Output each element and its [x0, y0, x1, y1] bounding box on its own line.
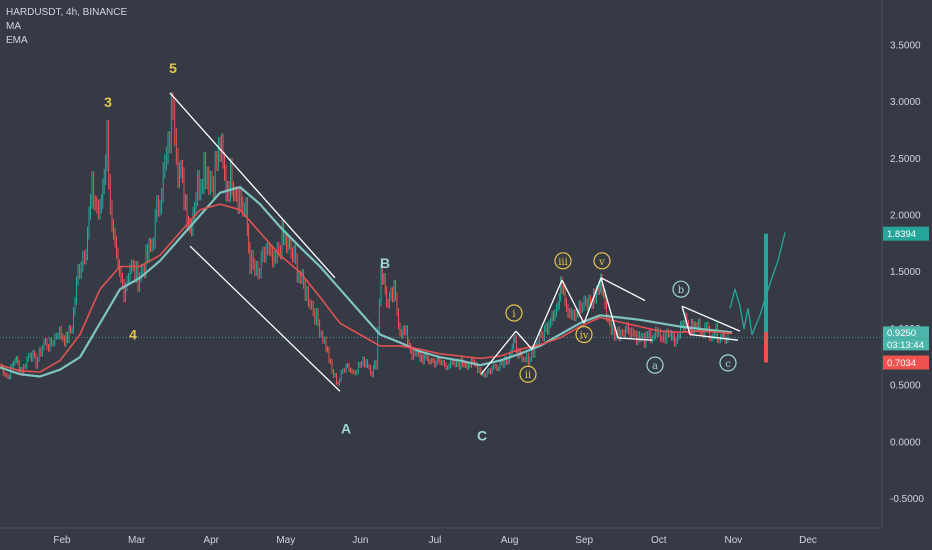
- wave-label-circle: [719, 354, 737, 372]
- y-tick-label: 0.5000: [890, 381, 921, 392]
- trendline[interactable]: [531, 279, 563, 350]
- wave-label: v: [598, 257, 605, 268]
- ma-line: [0, 203, 733, 373]
- x-month-label: Oct: [651, 535, 667, 546]
- wave-label-circle: [672, 280, 690, 298]
- wave-label: A: [341, 421, 351, 437]
- ema-line: [0, 186, 733, 378]
- last-price-text: 0.9250: [887, 328, 916, 339]
- wave-label: iv: [580, 331, 589, 342]
- trendline[interactable]: [561, 279, 585, 324]
- wave-label-circle: [505, 304, 523, 322]
- trendline[interactable]: [681, 306, 691, 335]
- wave-label: C: [477, 427, 487, 443]
- x-month-label: Nov: [725, 535, 743, 546]
- target-price-badge[interactable]: [883, 226, 929, 241]
- countdown-price-badge[interactable]: [883, 338, 929, 351]
- last-price-badge[interactable]: [883, 326, 929, 339]
- y-tick-label: -0.5000: [890, 494, 924, 505]
- x-month-label: Sep: [575, 535, 593, 546]
- y-tick-label: 3.5000: [890, 40, 921, 51]
- wave-label: 5: [169, 60, 177, 76]
- wave-label: i: [512, 309, 515, 320]
- wave-label-circle: [593, 252, 611, 270]
- wave-label: 4: [129, 327, 137, 343]
- x-month-label: Jul: [429, 535, 442, 546]
- x-month-label: Dec: [799, 535, 817, 546]
- x-month-label: May: [276, 535, 295, 546]
- wave-label: ii: [525, 370, 531, 381]
- trendline[interactable]: [600, 277, 646, 302]
- trendline[interactable]: [583, 277, 602, 324]
- trendline[interactable]: [189, 245, 341, 392]
- wave-label-circle: [554, 252, 572, 270]
- trendline[interactable]: [480, 330, 517, 375]
- target-price-text: 1.8394: [887, 229, 916, 240]
- ma-indicator-label[interactable]: MA: [6, 21, 21, 32]
- projection-path: [729, 232, 786, 336]
- wave-label: b: [678, 285, 684, 296]
- stop-zone-bar[interactable]: [764, 331, 768, 363]
- trendline[interactable]: [600, 277, 619, 339]
- x-month-label: Mar: [128, 535, 146, 546]
- trendline[interactable]: [681, 305, 741, 332]
- x-month-label: Apr: [203, 535, 219, 546]
- countdown-price-text: 03:13:44: [887, 340, 924, 351]
- wave-label-circle: [646, 356, 664, 374]
- trendline[interactable]: [617, 337, 653, 341]
- target-zone-bar[interactable]: [764, 233, 768, 332]
- ema-indicator-label[interactable]: EMA: [6, 35, 28, 46]
- y-tick-label: 3.0000: [890, 97, 921, 108]
- symbol-title: HARDUSDT, 4h, BINANCE: [6, 7, 128, 18]
- y-tick-label: 0.0000: [890, 437, 921, 448]
- trendline[interactable]: [689, 333, 739, 341]
- wave-label: c: [725, 359, 731, 370]
- wave-label: 3: [104, 94, 112, 110]
- wave-label-circle: [519, 365, 537, 383]
- trendline[interactable]: [169, 92, 336, 279]
- stop-price-badge[interactable]: [883, 355, 929, 370]
- y-tick-label: 2.0000: [890, 210, 921, 221]
- y-tick-label: 1.5000: [890, 267, 921, 278]
- trendline[interactable]: [515, 330, 533, 350]
- wave-label: iii: [558, 257, 568, 268]
- wave-label: a: [652, 361, 658, 372]
- y-tick-label: 2.5000: [890, 154, 921, 165]
- stop-price-text: 0.7034: [887, 358, 916, 369]
- x-month-label: Jun: [352, 535, 368, 546]
- wave-label-circle: [575, 325, 593, 344]
- wave-label: B: [380, 255, 390, 271]
- x-month-label: Feb: [53, 535, 71, 546]
- x-month-label: Aug: [501, 535, 519, 546]
